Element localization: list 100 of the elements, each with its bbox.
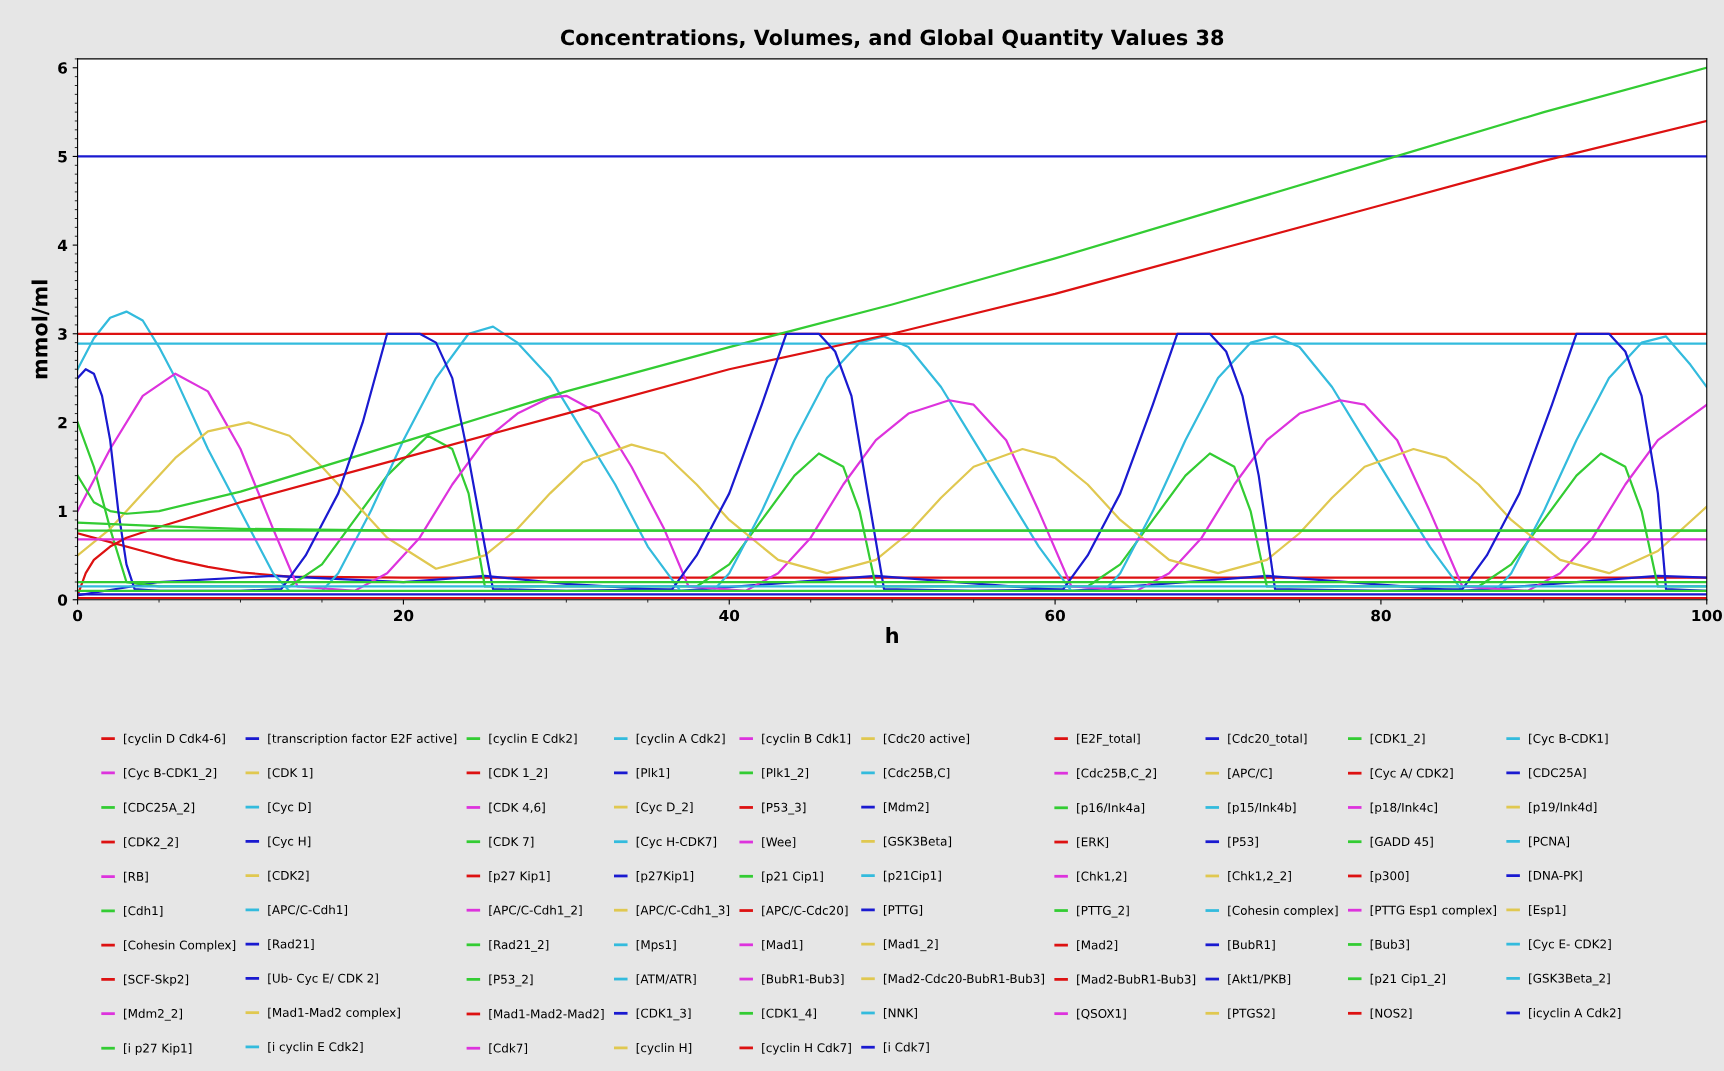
legend-label: [BubR1-Bub3] — [762, 974, 844, 985]
legend-label: [ATM/ATR] — [636, 974, 696, 985]
legend-label: [cyclin E Cdk2] — [489, 733, 577, 746]
legend-label: [GSK3Beta_2] — [1529, 973, 1610, 986]
legend-label: [Plk1] — [636, 767, 670, 779]
legend-label: [Rad21_2] — [489, 939, 549, 952]
legend-label: [NOS2] — [1370, 1008, 1412, 1020]
legend-label: [p21 Cip1] — [762, 871, 823, 883]
legend-label: [cyclin H Cdk7] — [762, 1043, 851, 1055]
legend-label: [CDC25A_2] — [124, 802, 195, 815]
legend-label: [Akt1/PKB] — [1228, 974, 1291, 985]
legend-label: [Esp1] — [1529, 904, 1566, 917]
legend-label: [Cdc25B,C] — [883, 767, 950, 779]
legend-label: [CDK 1_2] — [489, 767, 547, 780]
legend-label: [APC/C] — [1228, 768, 1272, 779]
x-axis-title: h — [886, 627, 898, 643]
legend-label: [icyclin A Cdk2] — [1529, 1008, 1621, 1020]
legend-label: [Cohesin complex] — [1228, 905, 1338, 918]
legend-label: [p21Cip1] — [883, 870, 941, 883]
legend-label: [transcription factor E2F active] — [268, 733, 457, 746]
legend-label: [CDK 7] — [489, 836, 534, 848]
legend-label: [APC/C-Cdh1_3] — [636, 905, 730, 918]
legend-label: [Mdm2_2] — [124, 1008, 182, 1021]
legend-label: [p18/Ink4c] — [1370, 802, 1437, 815]
legend-label: [Cyc B-CDK1_2] — [124, 767, 217, 780]
legend-label: [APC/C-Cdh1_2] — [489, 905, 582, 918]
legend-label: [GSK3Beta] — [883, 836, 952, 848]
legend-label: [Mad1] — [762, 939, 803, 951]
legend-label: [Rad21] — [268, 939, 314, 950]
legend-label: [Ub- Cyc E/ CDK 2] — [268, 973, 378, 986]
legend-label: [Cohesin Complex] — [124, 940, 236, 952]
legend-label: [Cyc E- CDK2] — [1529, 939, 1611, 951]
legend-label: [SCF-Skp2] — [124, 974, 189, 987]
legend-label: [Cyc A/ CDK2] — [1370, 768, 1453, 780]
x-tick-label: 80 — [1371, 609, 1391, 622]
y-tick-label: 1 — [58, 505, 67, 517]
legend-label: [PTTG] — [883, 904, 923, 916]
y-tick-label: 3 — [58, 328, 67, 340]
legend-label: [Mad2] — [1077, 940, 1118, 951]
legend-label: [p16/Ink4a] — [1077, 802, 1145, 815]
legend-label: [Cdc20 active] — [883, 733, 970, 745]
legend-label: [GADD 45] — [1370, 836, 1433, 848]
y-tick-label: 5 — [58, 151, 67, 163]
legend-label: [cyclin B Cdk1] — [762, 733, 851, 746]
x-tick-label: 100 — [1692, 609, 1722, 622]
legend-label: [i cyclin E Cdk2] — [268, 1042, 363, 1054]
legend-label: [Cyc H-CDK7] — [636, 836, 717, 849]
legend-label: [ERK] — [1077, 837, 1109, 848]
legend-label: [RB] — [124, 871, 148, 883]
legend-label: [Cdc25B,C_2] — [1077, 768, 1156, 781]
legend-label: [CDC25A] — [1529, 767, 1586, 779]
legend-label: [CDK2] — [268, 870, 309, 882]
y-tick-label: 0 — [57, 594, 68, 606]
legend-label: [QSOX1] — [1077, 1008, 1126, 1020]
legend-label: [NNK] — [883, 1008, 917, 1019]
legend-label: [Cyc B-CDK1] — [1529, 733, 1608, 746]
legend-label: [CDK2_2] — [124, 837, 178, 850]
y-axis-title: mmol/ml — [31, 280, 50, 379]
legend-label: [p27Kip1] — [636, 871, 694, 883]
legend-label: [i p27 Kip1] — [124, 1043, 192, 1055]
legend-label: [P53_2] — [489, 974, 533, 987]
legend-label: [BubR1] — [1228, 939, 1275, 951]
legend-label: [Mad2-BubR1-Bub3] — [1077, 974, 1196, 986]
legend-label: [cyclin A Cdk2] — [636, 733, 725, 746]
legend-label: [APC/C-Cdh1] — [268, 904, 348, 916]
legend-label: [Plk1_2] — [762, 767, 809, 780]
legend-label: [cyclin D Cdk4-6] — [124, 733, 225, 746]
legend-label: [Cyc D] — [268, 802, 311, 814]
legend-label: [Mad1-Mad2 complex] — [268, 1007, 400, 1020]
legend-label: [PTTG_2] — [1077, 905, 1129, 918]
legend-label: [Chk1,2_2] — [1228, 871, 1291, 883]
legend-label: [PCNA] — [1529, 836, 1569, 848]
legend-label: [CDK1_3] — [636, 1008, 691, 1021]
legend-label: [CDK1_2] — [1370, 733, 1425, 746]
legend-label: [Cyc H] — [268, 836, 311, 849]
legend-label: [P53_3] — [762, 802, 806, 815]
legend-label: [Mad1-Mad2-Mad2] — [489, 1009, 604, 1020]
legend-label: [p27 Kip1] — [489, 871, 550, 883]
legend-label: [P53] — [1228, 836, 1258, 848]
legend-label: [Cdk7] — [489, 1043, 528, 1054]
y-tick-label: 6 — [58, 62, 68, 74]
legend-label: [Chk1,2] — [1077, 871, 1127, 883]
y-tick-label: 4 — [57, 239, 68, 251]
legend-label: [CDK 4,6] — [489, 802, 545, 814]
chart-title: Concentrations, Volumes, and Global Quantity Values 38 — [560, 29, 1224, 50]
legend-label: [Mad1_2] — [883, 939, 938, 952]
legend-label: [PTTG Esp1 complex] — [1370, 905, 1496, 917]
y-tick-label: 2 — [58, 416, 67, 429]
legend-label: [p300] — [1370, 871, 1409, 883]
legend-label: [CDK 1] — [268, 767, 313, 779]
legend-label: [PTGS2] — [1228, 1008, 1275, 1020]
legend-label: [E2F_total] — [1077, 733, 1140, 746]
legend-label: [p15/Ink4b] — [1228, 802, 1296, 815]
x-tick-label: 20 — [393, 609, 414, 622]
x-tick-label: 60 — [1045, 609, 1065, 622]
legend-label: [Mad2-Cdc20-BubR1-Bub3] — [883, 973, 1044, 985]
legend-label: [Mdm2] — [883, 802, 929, 813]
legend-label: [CDK1_4] — [762, 1008, 816, 1021]
legend-label: [DNA-PK] — [1529, 870, 1582, 882]
x-tick-label: 0 — [73, 609, 83, 622]
